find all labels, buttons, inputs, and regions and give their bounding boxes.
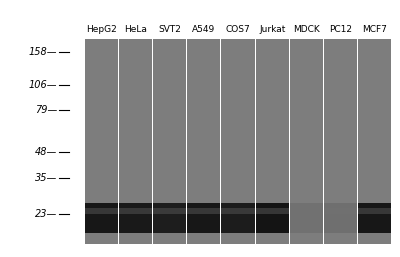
Bar <box>84 204 118 233</box>
Bar <box>256 39 289 244</box>
Text: 48—: 48— <box>35 147 57 157</box>
Bar <box>324 39 357 244</box>
Text: COS7: COS7 <box>226 25 250 34</box>
Bar <box>119 39 152 244</box>
Bar <box>256 208 289 214</box>
Bar <box>153 39 186 244</box>
Bar <box>153 208 186 214</box>
Text: MCF7: MCF7 <box>362 25 387 34</box>
Bar <box>256 204 289 233</box>
Text: MDCK: MDCK <box>293 25 320 34</box>
Bar <box>187 39 220 244</box>
Text: SVT2: SVT2 <box>158 25 181 34</box>
Bar <box>358 39 392 244</box>
Bar <box>324 204 357 233</box>
Bar <box>324 208 357 214</box>
Bar <box>358 208 392 214</box>
Bar <box>84 208 118 214</box>
Text: HepG2: HepG2 <box>86 25 116 34</box>
Text: PC12: PC12 <box>329 25 352 34</box>
Text: 106—: 106— <box>29 80 57 90</box>
Bar <box>290 204 323 233</box>
Bar <box>222 204 254 233</box>
Bar <box>290 39 323 244</box>
Text: A549: A549 <box>192 25 216 34</box>
Text: 79—: 79— <box>35 105 57 115</box>
Bar <box>119 204 152 233</box>
Bar <box>187 204 220 233</box>
Text: 35—: 35— <box>35 173 57 183</box>
Text: Jurkat: Jurkat <box>259 25 286 34</box>
Bar <box>358 204 392 233</box>
Bar <box>119 208 152 214</box>
Bar <box>84 39 118 244</box>
Bar <box>222 39 254 244</box>
Text: 158—: 158— <box>29 47 57 57</box>
Bar <box>222 208 254 214</box>
Bar <box>153 204 186 233</box>
Bar <box>290 208 323 214</box>
Text: HeLa: HeLa <box>124 25 147 34</box>
Bar <box>187 208 220 214</box>
Text: 23—: 23— <box>35 209 57 219</box>
